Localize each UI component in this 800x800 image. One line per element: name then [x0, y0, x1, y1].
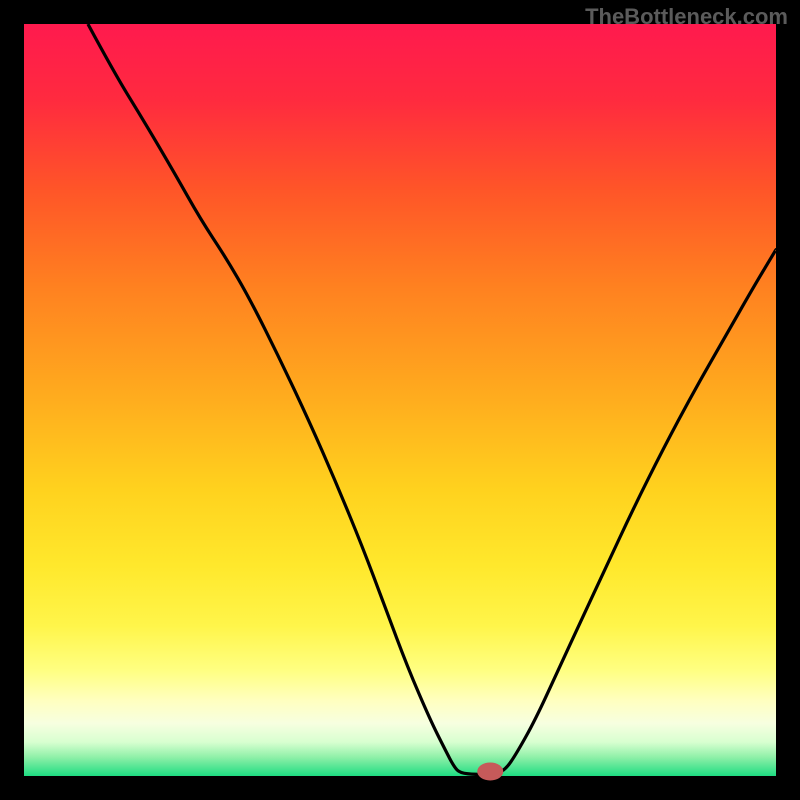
optimal-marker — [477, 762, 503, 780]
plot-background — [24, 24, 776, 776]
watermark-text: TheBottleneck.com — [585, 4, 788, 30]
bottleneck-chart — [0, 0, 800, 800]
chart-container: { "watermark": { "text": "TheBottleneck.… — [0, 0, 800, 800]
